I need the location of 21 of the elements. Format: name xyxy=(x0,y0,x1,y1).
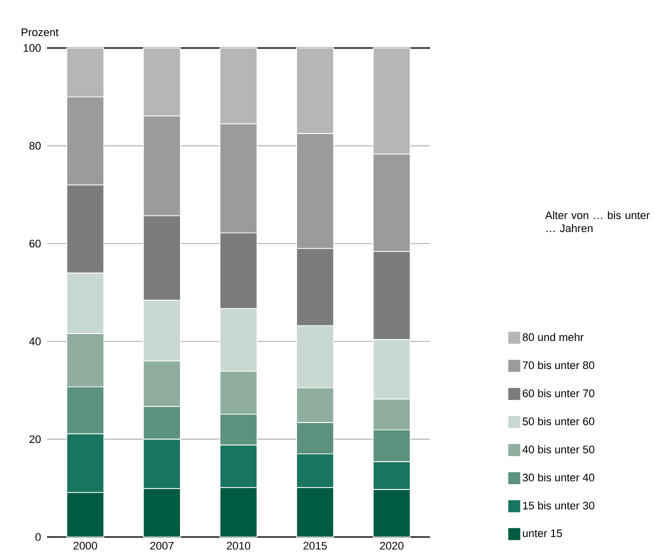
y-tick-label: 100 xyxy=(24,44,41,52)
legend-label: 80 und mehr xyxy=(522,333,584,342)
legend-label: 30 bis unter 40 xyxy=(522,473,594,482)
legend-label: unter 15 xyxy=(522,530,562,538)
legend-title: Alter von … bis unter … Jahren xyxy=(545,211,650,232)
legend-label: 70 bis unter 80 xyxy=(522,361,594,370)
legend-label: 15 bis unter 30 xyxy=(523,501,594,510)
y-tick-label: 20 xyxy=(30,435,41,444)
y-tick-label: 80 xyxy=(29,142,41,150)
x-tick-label: 2007 xyxy=(150,542,174,550)
y-tick-label: 40 xyxy=(29,338,41,346)
x-tick-label: 2000 xyxy=(74,542,98,550)
legend-label: 40 bis unter 50 xyxy=(522,445,594,454)
y-tick-label: 0 xyxy=(35,533,41,541)
y-tick-label: 60 xyxy=(30,240,41,248)
legend-label: 60 bis unter 70 xyxy=(522,389,594,398)
x-tick-label: 2010 xyxy=(226,542,250,550)
x-tick-label: 2015 xyxy=(303,542,327,550)
legend-label: 50 bis unter 60 xyxy=(522,417,594,426)
y-axis-title: Prozent xyxy=(22,28,59,36)
x-tick-label: 2020 xyxy=(380,542,404,550)
